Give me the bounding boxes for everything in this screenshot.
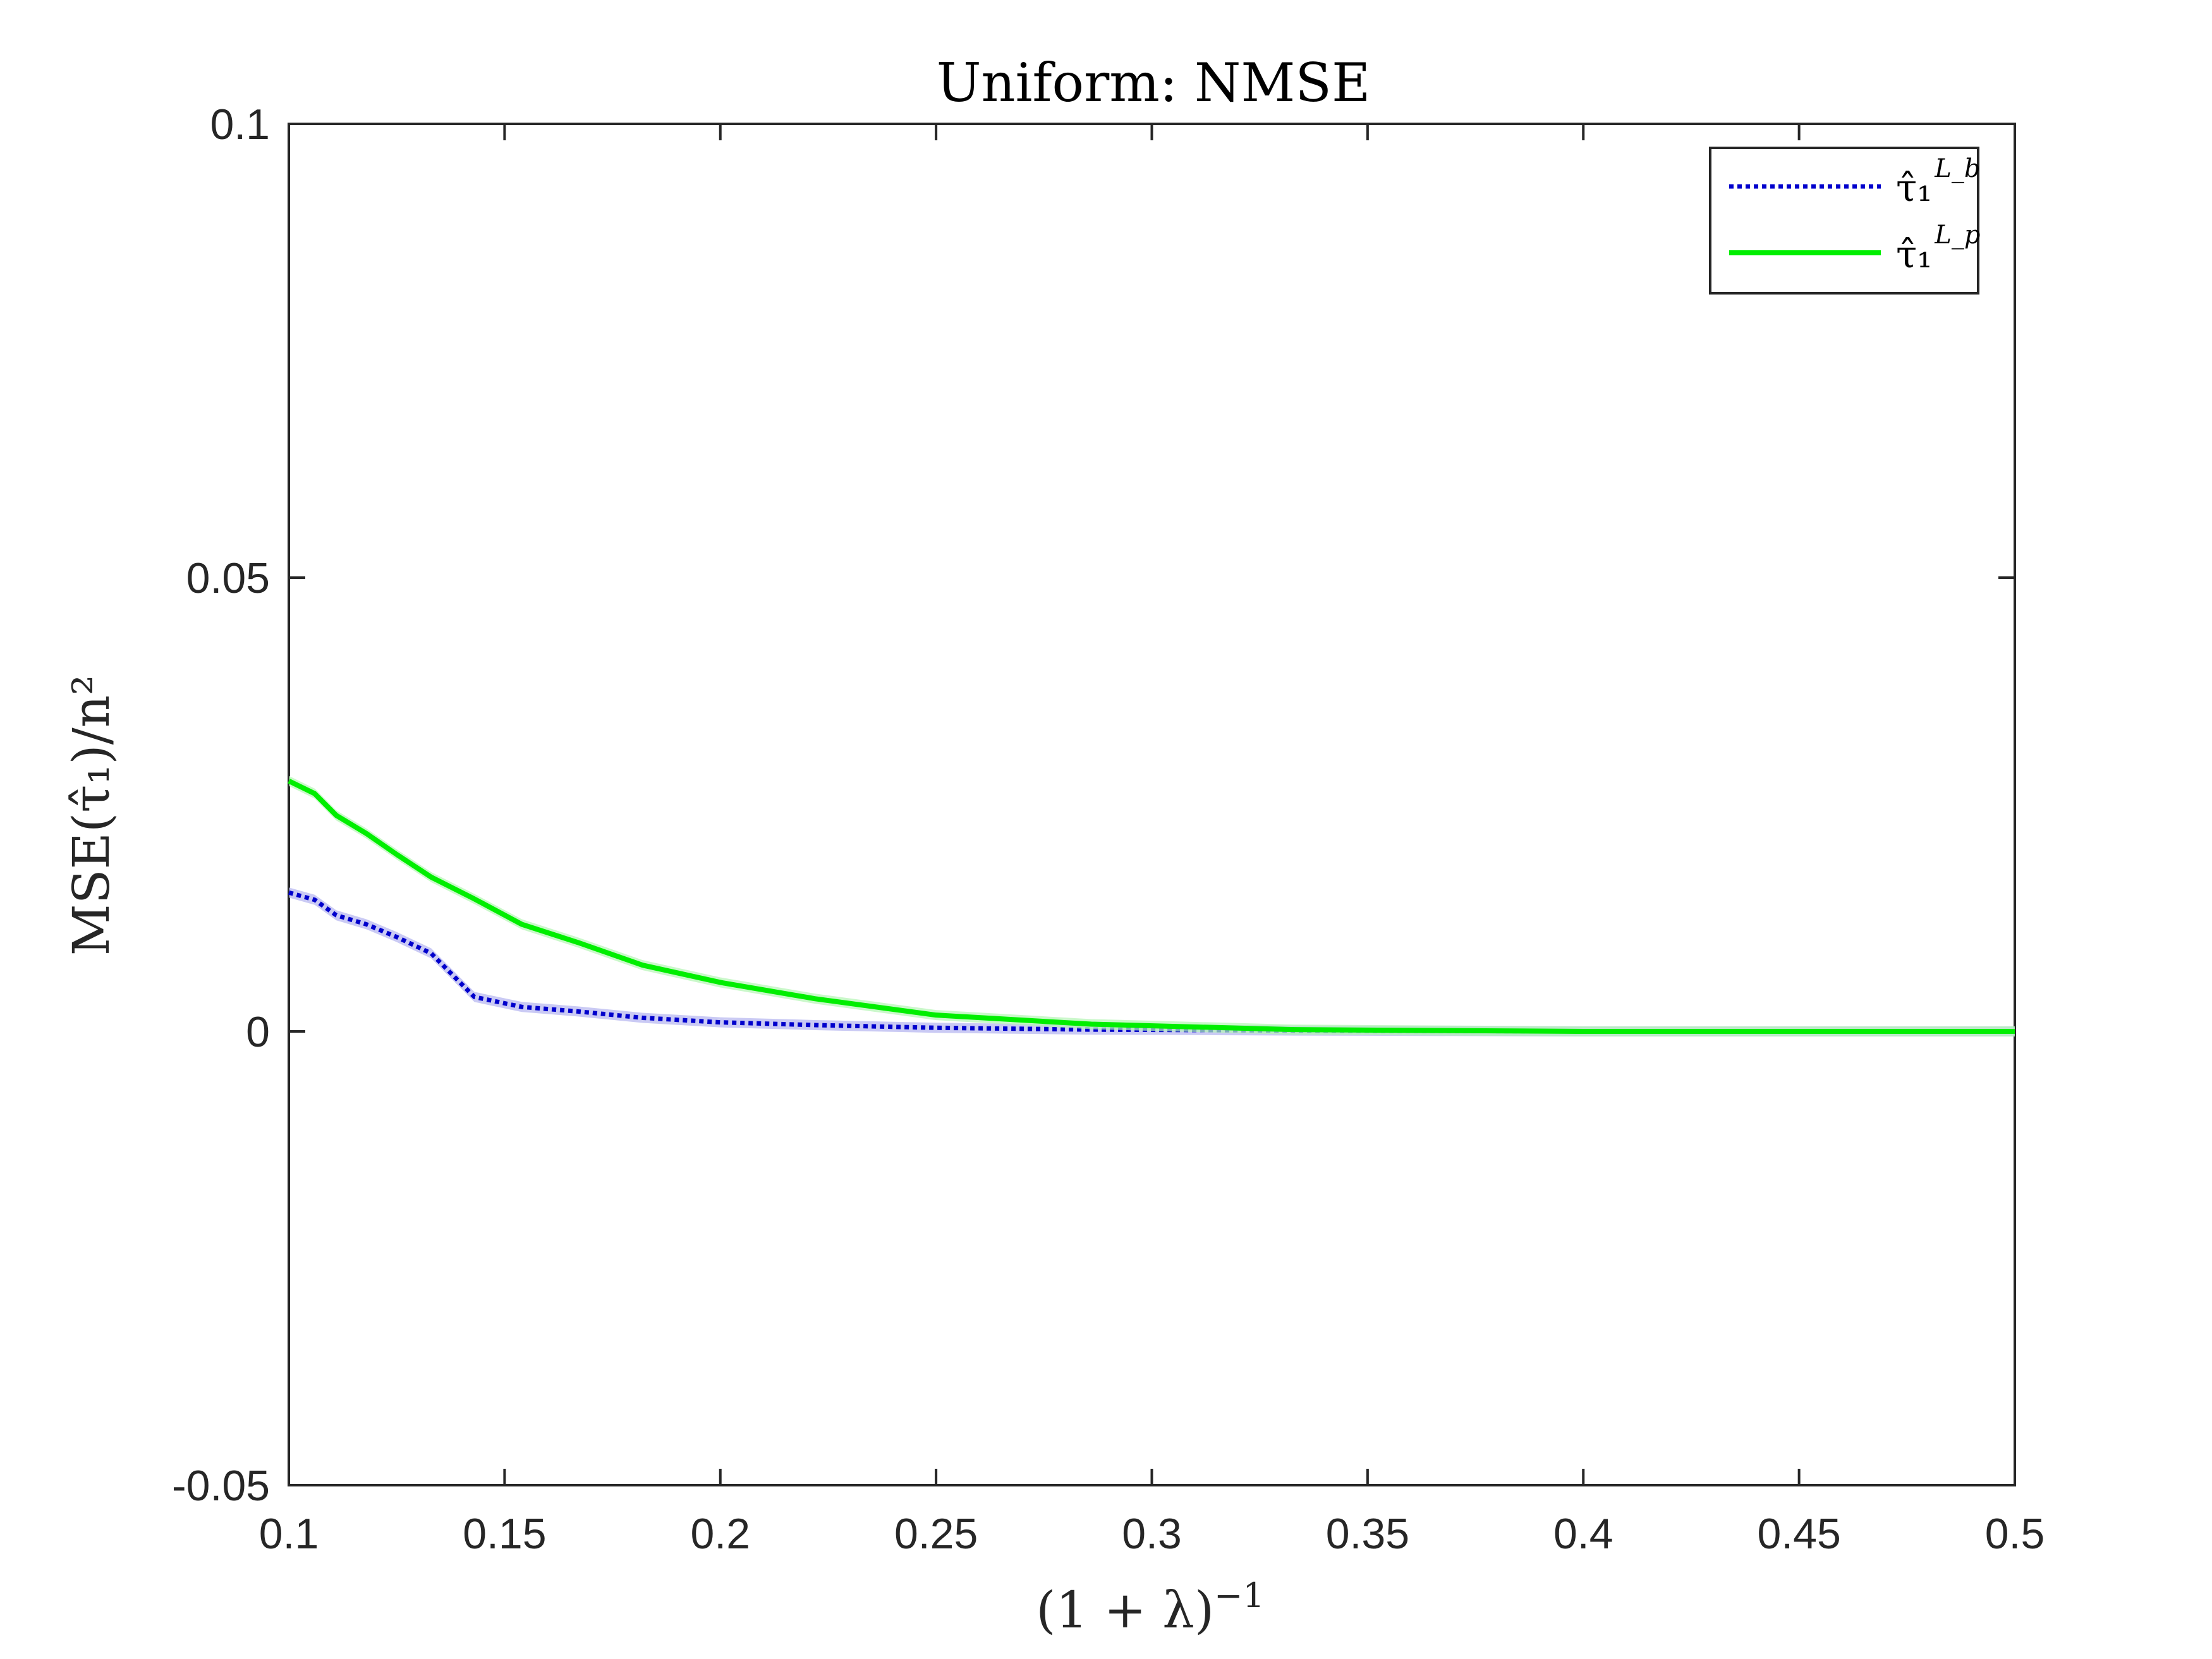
legend-label-lp-base: τ̂₁ <box>1896 233 1932 277</box>
legend-label-lb: τ̂₁ L_b <box>1896 154 1980 210</box>
x-axis-ticks: 0.1 0.15 0.2 0.25 0.3 0.35 0.4 0.45 0.5 <box>259 124 2045 1558</box>
y-tick-label: 0.1 <box>210 100 270 149</box>
x-tick-label: 0.1 <box>259 1510 319 1558</box>
x-tick-label: 0.3 <box>1122 1510 1182 1558</box>
series-layer <box>288 775 2015 1036</box>
y-axis-ticks: -0.05 0 0.05 0.1 <box>172 100 2015 1510</box>
x-tick-label: 0.25 <box>894 1510 978 1558</box>
y-tick-label: 0.05 <box>186 554 270 602</box>
x-tick-label: 0.4 <box>1553 1510 1613 1558</box>
legend-label-lp: τ̂₁ L_p <box>1896 221 1980 277</box>
x-tick-label: 0.15 <box>463 1510 546 1558</box>
series-line-0 <box>288 890 2015 1034</box>
legend-label-lb-sup: L_b <box>1934 154 1980 183</box>
x-tick-label: 0.5 <box>1985 1510 2045 1558</box>
x-axis-label-base: (1 + λ) <box>1036 1581 1214 1639</box>
plot-frame <box>288 123 2016 1486</box>
y-axis-label: MSE(τ̂₁)/n² <box>62 675 121 956</box>
legend-label-lb-base: τ̂₁ <box>1896 166 1932 210</box>
legend: τ̂₁ L_b τ̂₁ L_p <box>1709 147 1980 295</box>
x-axis-label: (1 + λ)−1 <box>1036 1576 1265 1639</box>
series-line-1 <box>288 779 2015 1034</box>
legend-box <box>1709 147 1979 295</box>
legend-label-lp-sup: L_p <box>1934 221 1980 250</box>
y-tick-label: -0.05 <box>172 1462 270 1510</box>
x-axis-label-exponent: −1 <box>1214 1576 1265 1615</box>
x-tick-label: 0.35 <box>1326 1510 1409 1558</box>
chart-title: Uniform: NMSE <box>937 52 1371 114</box>
x-tick-label: 0.45 <box>1757 1510 1840 1558</box>
y-tick-label: 0 <box>246 1008 270 1056</box>
x-tick-label: 0.2 <box>690 1510 750 1558</box>
